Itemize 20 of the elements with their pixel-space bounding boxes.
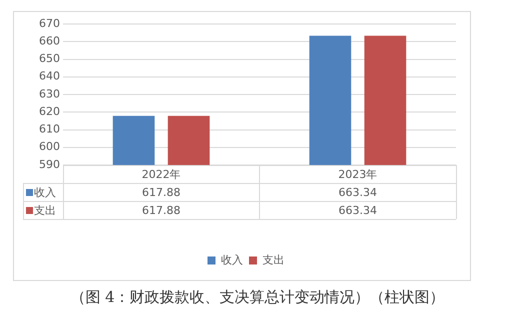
y-tick-label: 610 xyxy=(38,122,60,136)
legend-label: 支出 xyxy=(262,253,284,266)
text: 收入 xyxy=(34,186,56,199)
y-tick-label: 620 xyxy=(38,104,60,118)
y-tick-label: 660 xyxy=(38,34,60,48)
y-tick-label: 650 xyxy=(38,52,60,66)
x-tick-label: 2023年 xyxy=(338,168,378,181)
y-tick-label: 590 xyxy=(38,158,60,171)
y-tick-label: 600 xyxy=(38,140,60,154)
data-label: 663.34 xyxy=(338,204,377,217)
y-tick-label: 670 xyxy=(38,16,60,30)
legend-label: 收入 xyxy=(221,253,243,266)
text: （图 4：财政拨款收、支决算总计变动情况）（柱状图） xyxy=(69,288,446,307)
y-tick-label: 630 xyxy=(38,87,60,100)
data-label: 663.34 xyxy=(338,186,377,199)
x-tick-label: 2022年 xyxy=(142,168,181,181)
text: 支出 xyxy=(34,204,56,217)
y-tick-label: 640 xyxy=(38,70,60,83)
data-label: 617.88 xyxy=(142,204,180,217)
data-label: 617.88 xyxy=(142,186,180,199)
